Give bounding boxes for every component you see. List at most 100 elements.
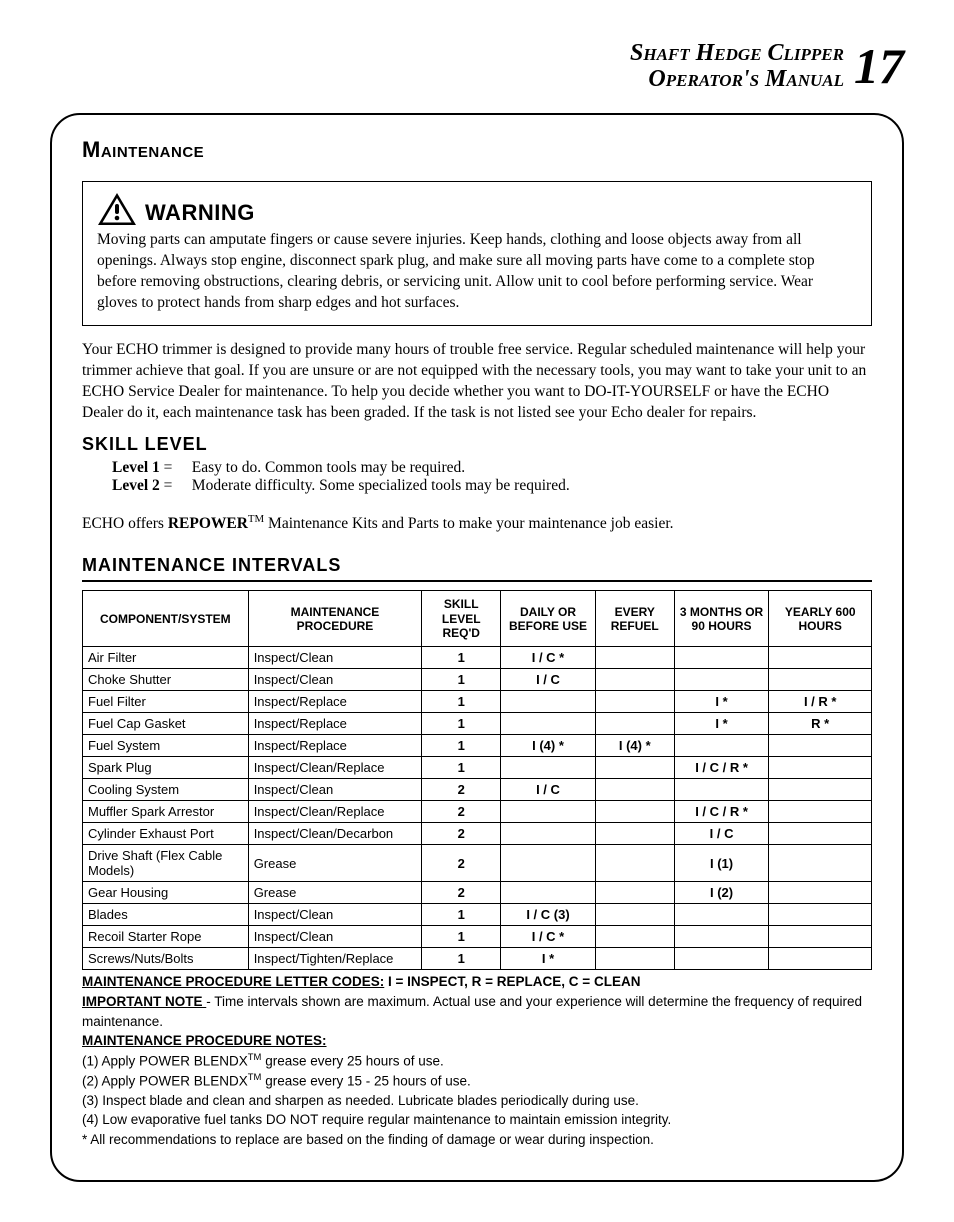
table-cell <box>595 823 674 845</box>
note-2: (2) Apply POWER BLENDXTM grease every 15… <box>82 1071 872 1091</box>
table-row: Recoil Starter RopeInspect/Clean1I / C * <box>83 926 872 948</box>
page-header: Shaft Hedge Clipper Operator's Manual 17 <box>50 40 904 93</box>
table-cell: Muffler Spark Arrestor <box>83 801 249 823</box>
skill-level-1: Level 1 = Easy to do. Common tools may b… <box>112 459 872 477</box>
table-cell <box>769 904 872 926</box>
table-header-cell: COMPONENT/SYSTEM <box>83 591 249 647</box>
intro-paragraph: Your ECHO trimmer is designed to provide… <box>82 340 872 424</box>
table-row: Fuel SystemInspect/Replace1I (4) *I (4) … <box>83 735 872 757</box>
table-cell <box>501 882 596 904</box>
header-line-2: Operator's Manual <box>630 66 844 92</box>
table-cell: Grease <box>248 845 422 882</box>
table-cell: 1 <box>422 757 501 779</box>
table-cell: I / C <box>501 669 596 691</box>
table-cell <box>769 801 872 823</box>
section-title: Maintenance <box>82 137 872 163</box>
table-cell: I / C <box>674 823 769 845</box>
table-cell: Cylinder Exhaust Port <box>83 823 249 845</box>
page-number: 17 <box>854 41 904 91</box>
table-row: Screws/Nuts/BoltsInspect/Tighten/Replace… <box>83 948 872 970</box>
table-cell: 2 <box>422 882 501 904</box>
table-cell: Air Filter <box>83 647 249 669</box>
repower-brand: REPOWER <box>168 515 248 532</box>
warning-box: WARNING Moving parts can amputate finger… <box>82 181 872 327</box>
table-cell <box>674 735 769 757</box>
note-1-tm: TM <box>248 1052 262 1063</box>
table-cell: I / C * <box>501 926 596 948</box>
table-cell <box>595 647 674 669</box>
content-box: Maintenance WARNING Moving parts can amp… <box>50 113 904 1182</box>
table-cell: I / C * <box>501 647 596 669</box>
notes-block: MAINTENANCE PROCEDURE LETTER CODES: I = … <box>82 972 872 1149</box>
table-cell: Inspect/Clean <box>248 904 422 926</box>
table-cell <box>595 882 674 904</box>
table-cell <box>501 713 596 735</box>
table-header-cell: 3 MONTHS OR 90 HOURS <box>674 591 769 647</box>
table-row: Choke ShutterInspect/Clean1I / C <box>83 669 872 691</box>
important-note-line: IMPORTANT NOTE - Time intervals shown ar… <box>82 992 872 1031</box>
table-cell: Inspect/Clean <box>248 669 422 691</box>
proc-notes-label: MAINTENANCE PROCEDURE NOTES: <box>82 1033 327 1048</box>
table-cell <box>501 845 596 882</box>
skill-level-heading: SKILL LEVEL <box>82 434 872 455</box>
table-cell <box>769 735 872 757</box>
table-row: Cooling SystemInspect/Clean2I / C <box>83 779 872 801</box>
level-2-text: Moderate difficulty. Some specialized to… <box>192 477 570 494</box>
page: Shaft Hedge Clipper Operator's Manual 17… <box>0 0 954 1222</box>
table-cell: 1 <box>422 926 501 948</box>
table-cell <box>769 948 872 970</box>
table-cell: 2 <box>422 779 501 801</box>
table-cell <box>501 801 596 823</box>
table-row: BladesInspect/Clean1I / C (3) <box>83 904 872 926</box>
table-cell: I * <box>501 948 596 970</box>
table-cell <box>769 823 872 845</box>
procedure-notes-heading: MAINTENANCE PROCEDURE NOTES: <box>82 1031 872 1051</box>
table-cell: Screws/Nuts/Bolts <box>83 948 249 970</box>
repower-suffix: Maintenance Kits and Parts to make your … <box>264 515 673 532</box>
table-cell <box>769 882 872 904</box>
table-cell: 2 <box>422 823 501 845</box>
table-body: Air FilterInspect/Clean1I / C *Choke Shu… <box>83 647 872 970</box>
level-2-label: Level 2 <box>112 477 160 494</box>
table-cell: Gear Housing <box>83 882 249 904</box>
table-cell: 2 <box>422 845 501 882</box>
table-row: Air FilterInspect/Clean1I / C * <box>83 647 872 669</box>
repower-line: ECHO offers REPOWERTM Maintenance Kits a… <box>82 513 872 533</box>
letter-codes-line: MAINTENANCE PROCEDURE LETTER CODES: I = … <box>82 972 872 992</box>
table-cell: 1 <box>422 735 501 757</box>
table-cell <box>769 926 872 948</box>
table-row: Muffler Spark ArrestorInspect/Clean/Repl… <box>83 801 872 823</box>
maintenance-table: COMPONENT/SYSTEMMAINTENANCE PROCEDURESKI… <box>82 590 872 970</box>
table-cell: Inspect/Replace <box>248 713 422 735</box>
table-cell <box>674 669 769 691</box>
letter-codes-text: I = INSPECT, R = REPLACE, C = CLEAN <box>384 974 640 989</box>
table-cell: Inspect/Clean <box>248 779 422 801</box>
table-cell: Inspect/Replace <box>248 735 422 757</box>
table-cell <box>501 823 596 845</box>
note-2-pre: (2) Apply POWER BLENDX <box>82 1073 248 1088</box>
table-cell: I / C <box>501 779 596 801</box>
table-cell <box>595 669 674 691</box>
table-cell: 2 <box>422 801 501 823</box>
table-cell: I / C / R * <box>674 757 769 779</box>
table-cell: Blades <box>83 904 249 926</box>
table-header-row: COMPONENT/SYSTEMMAINTENANCE PROCEDURESKI… <box>83 591 872 647</box>
table-cell <box>674 904 769 926</box>
level-1-label: Level 1 <box>112 459 160 476</box>
table-cell: Recoil Starter Rope <box>83 926 249 948</box>
table-header-cell: SKILL LEVEL REQ'D <box>422 591 501 647</box>
table-cell <box>595 779 674 801</box>
header-line-1: Shaft Hedge Clipper <box>630 40 844 66</box>
repower-prefix: ECHO offers <box>82 515 168 532</box>
table-cell <box>595 845 674 882</box>
table-cell: 1 <box>422 669 501 691</box>
table-cell: Choke Shutter <box>83 669 249 691</box>
table-cell: I (4) * <box>501 735 596 757</box>
table-cell <box>769 845 872 882</box>
table-header-cell: EVERY REFUEL <box>595 591 674 647</box>
table-cell <box>674 948 769 970</box>
table-cell: Inspect/Clean <box>248 647 422 669</box>
warning-text: Moving parts can amputate fingers or cau… <box>97 230 857 314</box>
table-cell <box>595 926 674 948</box>
table-row: Cylinder Exhaust PortInspect/Clean/Decar… <box>83 823 872 845</box>
